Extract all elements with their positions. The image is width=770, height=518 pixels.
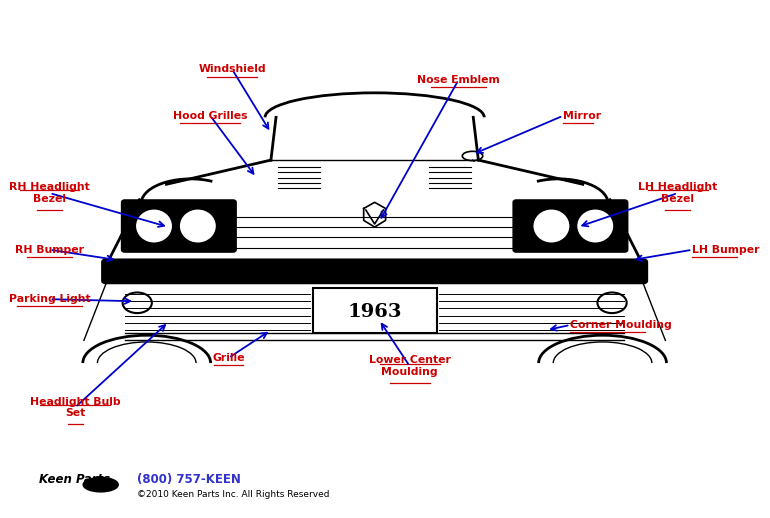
Text: Headlight Bulb
Set: Headlight Bulb Set	[30, 397, 120, 418]
Text: Corner Moulding: Corner Moulding	[571, 320, 672, 330]
Text: LH Bumper: LH Bumper	[692, 244, 760, 255]
Ellipse shape	[135, 209, 173, 243]
Text: Nose Emblem: Nose Emblem	[417, 75, 500, 85]
Text: RH Headlight
Bezel: RH Headlight Bezel	[9, 182, 90, 204]
Text: Hood Grilles: Hood Grilles	[173, 111, 247, 121]
Bar	[313, 288, 437, 333]
Ellipse shape	[532, 209, 571, 243]
Ellipse shape	[179, 209, 217, 243]
Text: Mirror: Mirror	[563, 111, 601, 121]
FancyBboxPatch shape	[514, 200, 628, 252]
Text: RH Bumper: RH Bumper	[15, 244, 84, 255]
Text: (800) 757-KEEN: (800) 757-KEEN	[137, 473, 241, 486]
FancyBboxPatch shape	[102, 260, 647, 283]
FancyBboxPatch shape	[122, 200, 236, 252]
Ellipse shape	[576, 209, 614, 243]
Text: Lower Center
Moulding: Lower Center Moulding	[369, 355, 450, 377]
Ellipse shape	[462, 151, 483, 161]
Text: Grille: Grille	[213, 353, 245, 363]
Text: ©2010 Keen Parts Inc. All Rights Reserved: ©2010 Keen Parts Inc. All Rights Reserve…	[137, 491, 330, 499]
Text: LH Headlight
Bezel: LH Headlight Bezel	[638, 182, 718, 204]
Text: Windshield: Windshield	[199, 64, 266, 75]
Text: 1963: 1963	[347, 303, 402, 321]
Text: Parking Light: Parking Light	[8, 294, 90, 304]
Text: Keen Parts: Keen Parts	[38, 473, 110, 486]
Ellipse shape	[83, 478, 119, 492]
